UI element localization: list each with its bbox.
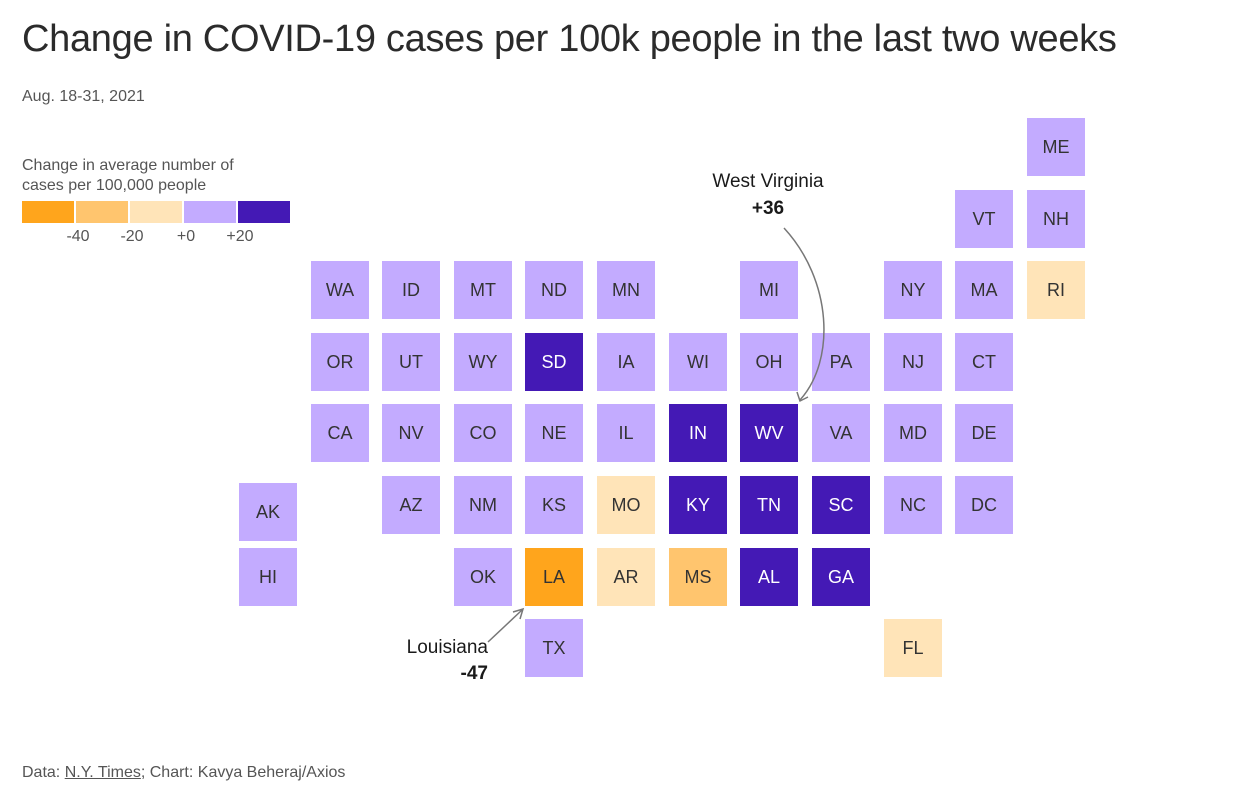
state-tile-tx: TX — [525, 619, 583, 677]
legend-swatch-2 — [130, 201, 182, 223]
state-tile-hi: HI — [239, 548, 297, 606]
state-tile-me: ME — [1027, 118, 1085, 176]
legend-swatch-3 — [184, 201, 236, 223]
state-tile-tn: TN — [740, 476, 798, 534]
footer-credits: Data: N.Y. Times; Chart: Kavya Beheraj/A… — [22, 764, 345, 782]
state-tile-fl: FL — [884, 619, 942, 677]
legend-title-line-2: cases per 100,000 people — [22, 177, 207, 194]
state-tile-ut: UT — [382, 333, 440, 391]
state-tile-mn: MN — [597, 261, 655, 319]
legend-swatch-4 — [238, 201, 290, 223]
state-tile-id: ID — [382, 261, 440, 319]
footer-suffix: ; Chart: Kavya Beheraj/Axios — [140, 764, 346, 781]
louisiana-annotation-name: Louisiana — [406, 637, 488, 658]
state-tile-il: IL — [597, 404, 655, 462]
state-tile-dc: DC — [955, 476, 1013, 534]
state-tile-vt: VT — [955, 190, 1013, 248]
state-tile-nd: ND — [525, 261, 583, 319]
state-tile-oh: OH — [740, 333, 798, 391]
state-tile-la: LA — [525, 548, 583, 606]
state-tile-md: MD — [884, 404, 942, 462]
state-tile-nm: NM — [454, 476, 512, 534]
state-tile-ia: IA — [597, 333, 655, 391]
state-tile-nj: NJ — [884, 333, 942, 391]
state-tile-wa: WA — [311, 261, 369, 319]
state-tile-or: OR — [311, 333, 369, 391]
legend-swatch-0 — [22, 201, 74, 223]
state-tile-ms: MS — [669, 548, 727, 606]
west-virginia-annotation-value: +36 — [751, 198, 785, 219]
legend-title-line-1: Change in average number of — [22, 157, 234, 174]
footer-prefix: Data: — [22, 764, 65, 781]
louisiana-annotation: Louisiana -47 — [384, 637, 488, 685]
state-tile-sc: SC — [812, 476, 870, 534]
legend-swatch-1 — [76, 201, 128, 223]
state-tile-ky: KY — [669, 476, 727, 534]
state-tile-mt: MT — [454, 261, 512, 319]
state-tile-mo: MO — [597, 476, 655, 534]
state-tile-wy: WY — [454, 333, 512, 391]
state-tile-ri: RI — [1027, 261, 1085, 319]
state-tile-wv: WV — [740, 404, 798, 462]
state-tile-va: VA — [812, 404, 870, 462]
state-tile-ga: GA — [812, 548, 870, 606]
state-tile-pa: PA — [812, 333, 870, 391]
state-tile-in: IN — [669, 404, 727, 462]
state-tile-ct: CT — [955, 333, 1013, 391]
state-tile-ca: CA — [311, 404, 369, 462]
west-virginia-annotation-name: West Virginia — [712, 171, 824, 192]
state-tile-nc: NC — [884, 476, 942, 534]
state-tile-ak: AK — [239, 483, 297, 541]
state-tile-sd: SD — [525, 333, 583, 391]
legend-ticks: -40 -20 +0 +20 — [22, 228, 312, 250]
west-virginia-annotation: West Virginia +36 — [700, 171, 836, 220]
state-tile-de: DE — [955, 404, 1013, 462]
state-tile-nv: NV — [382, 404, 440, 462]
state-tile-mi: MI — [740, 261, 798, 319]
state-tile-co: CO — [454, 404, 512, 462]
legend-tick-label: -20 — [120, 228, 144, 245]
state-tile-ok: OK — [454, 548, 512, 606]
chart-title: Change in COVID-19 cases per 100k people… — [22, 18, 1117, 60]
louisiana-annotation-value: -47 — [460, 663, 488, 684]
state-tile-ne: NE — [525, 404, 583, 462]
legend-tick-label: +20 — [226, 228, 254, 245]
state-tile-wi: WI — [669, 333, 727, 391]
legend-swatches — [22, 201, 312, 223]
legend-tick-label: -40 — [66, 228, 90, 245]
legend-tick-label: +0 — [176, 228, 196, 245]
state-tile-ar: AR — [597, 548, 655, 606]
state-tile-ks: KS — [525, 476, 583, 534]
chart-subtitle: Aug. 18-31, 2021 — [22, 88, 145, 105]
state-tile-al: AL — [740, 548, 798, 606]
source-link[interactable]: N.Y. Times — [64, 764, 141, 781]
state-tile-nh: NH — [1027, 190, 1085, 248]
state-tile-ny: NY — [884, 261, 942, 319]
state-tile-ma: MA — [955, 261, 1013, 319]
state-tile-az: AZ — [382, 476, 440, 534]
legend: Change in average number of cases per 10… — [22, 156, 312, 250]
legend-title: Change in average number of cases per 10… — [22, 156, 312, 196]
